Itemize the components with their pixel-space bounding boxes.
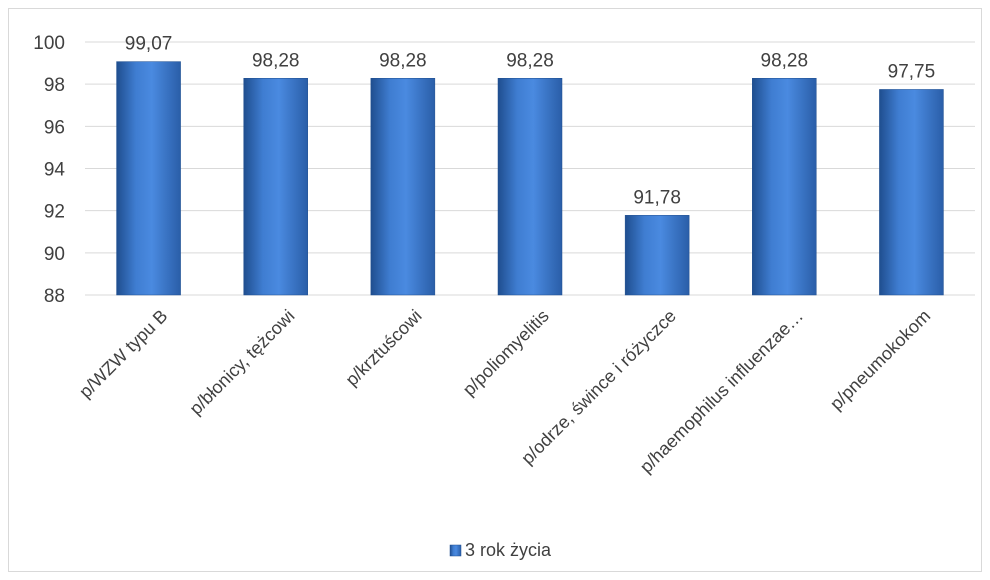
- y-axis-ticks: 88 90 92 94 96 98 100: [33, 33, 65, 307]
- data-label: 91,78: [633, 187, 681, 208]
- data-label: 98,28: [379, 50, 427, 71]
- y-tick-label: 94: [44, 160, 66, 181]
- data-label: 98,28: [506, 50, 554, 71]
- y-tick-label: 90: [44, 244, 65, 265]
- x-category-label: p/WZW typu B: [75, 306, 171, 402]
- data-labels: 99,07 98,28 98,28 98,28 91,78 98,28 97,75: [125, 34, 935, 209]
- bar: [370, 78, 436, 296]
- x-category-label: p/krztuścowi: [342, 306, 426, 390]
- bar: [624, 215, 690, 296]
- legend: 3 rok życia: [449, 540, 552, 560]
- data-label: 97,75: [888, 61, 936, 82]
- legend-label: 3 rok życia: [465, 540, 552, 560]
- y-tick-label: 100: [33, 33, 65, 54]
- x-category-label: p/pneumokokom: [826, 306, 934, 414]
- bar: [243, 78, 308, 296]
- y-tick-label: 92: [44, 202, 65, 223]
- bars: [116, 61, 944, 296]
- y-tick-label: 96: [44, 117, 65, 138]
- bar: [497, 78, 563, 296]
- legend-swatch: [449, 544, 462, 557]
- x-category-label: p/błonicy, tężcowi: [186, 306, 299, 419]
- y-tick-label: 98: [44, 75, 65, 96]
- data-label: 98,28: [761, 50, 809, 71]
- bar: [752, 78, 817, 296]
- data-label: 99,07: [125, 34, 173, 55]
- bar: [879, 89, 944, 296]
- bar: [116, 61, 181, 296]
- data-label: 98,28: [252, 50, 300, 71]
- y-tick-label: 88: [44, 286, 65, 307]
- x-category-label: p/poliomyelitis: [459, 306, 553, 400]
